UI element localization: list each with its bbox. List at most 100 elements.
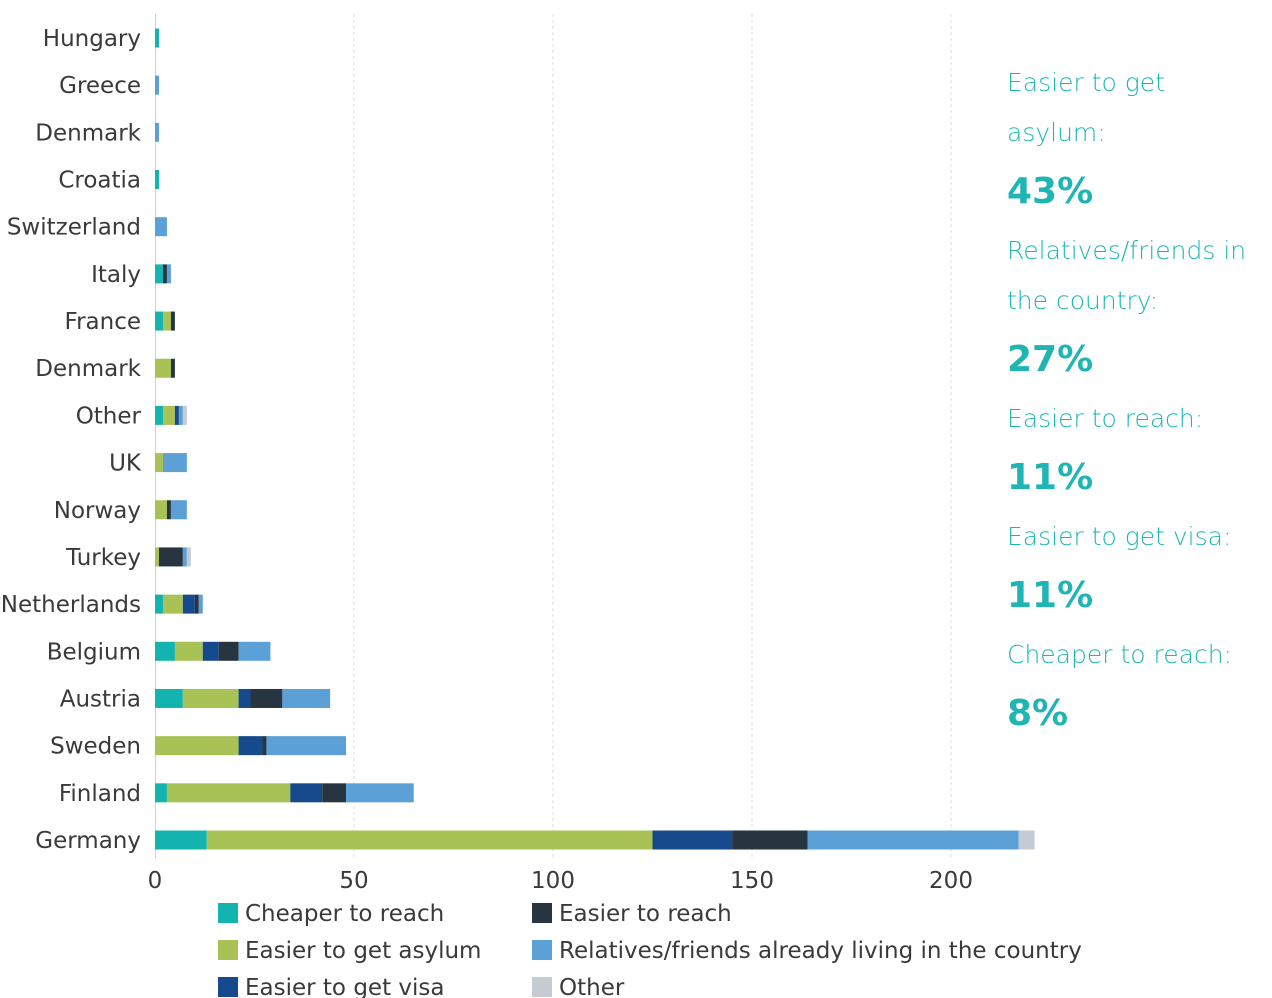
legend-swatch <box>218 977 238 997</box>
category-label: Belgium <box>47 639 141 665</box>
legend-swatch <box>532 977 552 997</box>
category-label: Denmark <box>35 120 141 146</box>
summary-panel: Easier to get asylum: 43% Relatives/frie… <box>1007 58 1269 748</box>
bar-segment <box>155 594 163 614</box>
category-label: UK <box>109 451 142 477</box>
category-label: Italy <box>91 262 141 288</box>
bar-segment <box>155 641 175 661</box>
bar-segment <box>162 311 171 331</box>
summary-label: Cheaper to reach: <box>1007 640 1232 669</box>
legend-swatch <box>532 903 552 923</box>
summary-value: 11% <box>1007 575 1094 616</box>
summary-label: Relatives/friends in the country: <box>1007 236 1247 315</box>
category-labels: Hungary Greece Denmark Croatia Switzerland It… <box>1 26 142 854</box>
summary-label: Easier to get visa: <box>1007 522 1232 551</box>
bar-segment <box>732 830 808 850</box>
summary-item: Cheaper to reach: 8% <box>1007 630 1269 736</box>
legend-label: Other <box>559 975 625 998</box>
bar-segment <box>155 122 159 142</box>
legend-swatch <box>218 940 238 960</box>
category-label: Croatia <box>58 168 141 194</box>
bar-segment <box>652 830 733 850</box>
bar-segment <box>218 641 239 661</box>
legend-label: Easier to get asylum <box>245 938 481 964</box>
bar-segment <box>262 736 267 756</box>
bar-segment <box>290 783 323 803</box>
category-label: Norway <box>54 498 141 524</box>
grid-lines <box>353 14 952 858</box>
bar-segment <box>166 264 171 284</box>
bar-segment <box>238 641 271 661</box>
summary-item: Easier to get asylum: 43% <box>1007 58 1269 214</box>
bar-segment <box>174 405 179 425</box>
bar-segment <box>206 830 653 850</box>
bar-segment <box>282 688 331 708</box>
bar-segment <box>238 688 251 708</box>
bar-segment <box>198 594 203 614</box>
summary-value: 27% <box>1007 339 1094 380</box>
category-label: Switzerland <box>7 215 141 241</box>
bar-segment <box>166 783 291 803</box>
x-tick-labels: 0 50 100 150 200 <box>148 868 973 894</box>
legend-label: Easier to get visa <box>245 975 444 998</box>
bar-segment <box>174 641 203 661</box>
bar-segment <box>155 830 207 850</box>
category-label: Finland <box>59 781 141 807</box>
bar-segment <box>182 547 187 567</box>
bar-segment <box>170 500 187 520</box>
bar-segment <box>346 783 414 803</box>
category-label: Turkey <box>65 545 141 571</box>
bar-segment <box>170 358 175 378</box>
bar-segment <box>155 264 163 284</box>
legend-label: Cheaper to reach <box>245 901 444 927</box>
bar-segment <box>162 594 183 614</box>
legend-label: Relatives/friends already living in the … <box>559 938 1082 964</box>
x-tick-label: 100 <box>531 868 575 894</box>
bar-segment <box>182 688 239 708</box>
summary-label: Easier to reach: <box>1007 404 1204 433</box>
bar-segment <box>155 170 159 190</box>
category-label: Denmark <box>35 356 141 382</box>
legend-swatch <box>532 940 552 960</box>
bar-segment <box>194 594 199 614</box>
bar-segment <box>162 453 187 473</box>
category-label: Greece <box>59 73 141 99</box>
x-tick-label: 200 <box>929 868 973 894</box>
bars-group <box>155 28 1035 850</box>
category-label: Sweden <box>50 734 141 760</box>
bar-segment <box>166 500 171 520</box>
bar-segment <box>238 736 263 756</box>
summary-item: Relatives/friends in the country: 27% <box>1007 226 1269 382</box>
x-tick-label: 50 <box>339 868 368 894</box>
summary-item: Easier to reach: 11% <box>1007 394 1269 500</box>
bar-segment <box>155 28 159 48</box>
bar-segment <box>155 736 239 756</box>
bar-segment <box>178 405 183 425</box>
legend: Cheaper to reach Easier to reach Easier to… <box>218 901 1082 998</box>
summary-label: Easier to get asylum: <box>1007 68 1165 147</box>
category-label: Hungary <box>43 26 141 52</box>
bar-segment <box>182 594 195 614</box>
summary-item: Easier to get visa: 11% <box>1007 512 1269 618</box>
bar-segment <box>182 405 187 425</box>
bar-segment <box>155 405 163 425</box>
bar-segment <box>155 453 163 473</box>
legend-label: Easier to reach <box>559 901 732 927</box>
summary-value: 8% <box>1007 693 1069 734</box>
x-tick-label: 0 <box>148 868 163 894</box>
bar-segment <box>322 783 347 803</box>
summary-value: 11% <box>1007 457 1094 498</box>
bar-segment <box>155 358 171 378</box>
bar-segment <box>158 547 183 567</box>
category-label: Germany <box>35 828 141 854</box>
bar-segment <box>155 311 163 331</box>
bar-segment <box>155 783 167 803</box>
category-label: Netherlands <box>1 592 141 618</box>
bar-segment <box>807 830 1019 850</box>
legend-swatch <box>218 903 238 923</box>
bar-segment <box>170 311 175 331</box>
bar-segment <box>266 736 347 756</box>
bar-segment <box>162 264 167 284</box>
bar-segment <box>155 547 159 567</box>
